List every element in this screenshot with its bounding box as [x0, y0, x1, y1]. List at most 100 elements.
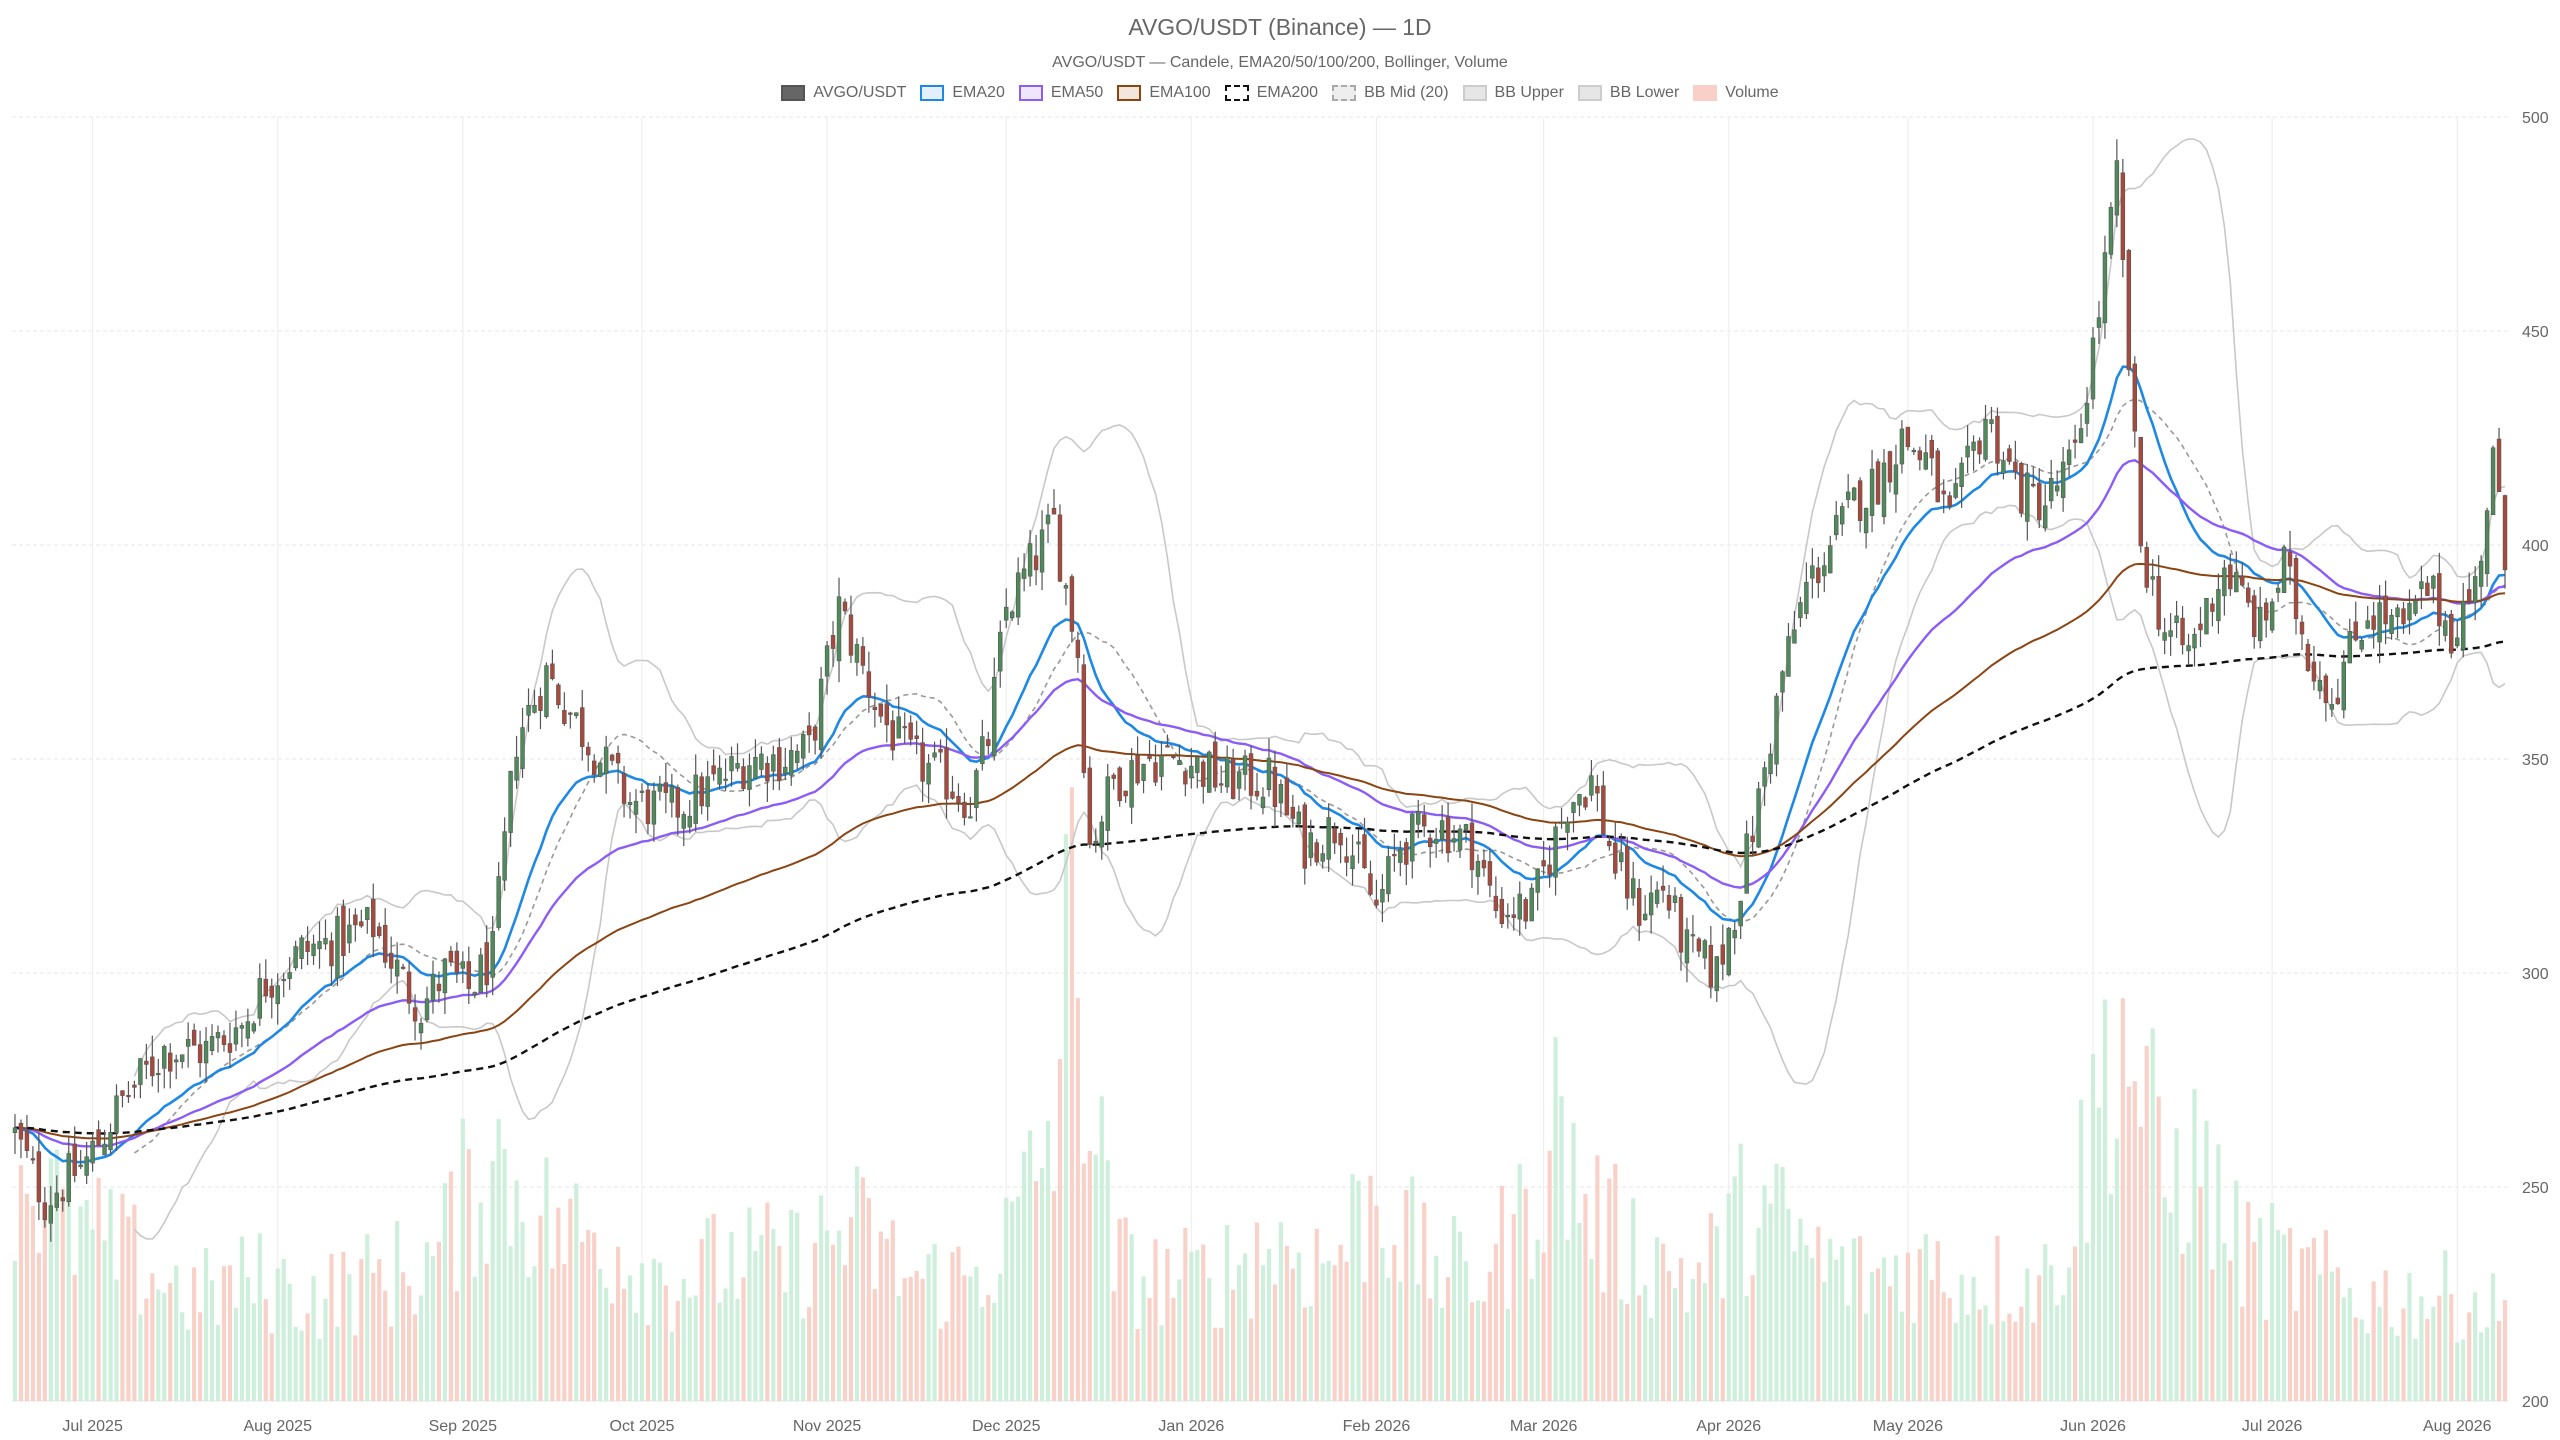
candle — [156, 1058, 161, 1093]
volume-bar — [1207, 1278, 1212, 1401]
candle-body — [144, 1060, 149, 1065]
volume-bar — [1595, 1155, 1600, 1401]
volume-bar — [412, 1314, 418, 1401]
volume-bar — [1732, 1176, 1737, 1401]
candle-body — [621, 773, 627, 804]
volume-bar — [2455, 1342, 2460, 1401]
volume-bar — [1649, 1317, 1654, 1401]
ema20-line — [14, 365, 2506, 1164]
volume-bar — [2413, 1338, 2418, 1401]
candle-body — [1302, 804, 1307, 869]
volume-bar — [156, 1289, 161, 1401]
candle-body — [1117, 767, 1122, 802]
candle-body — [227, 1043, 233, 1053]
candle-body — [1947, 495, 1952, 507]
candle — [1690, 915, 1696, 953]
volume-bar — [442, 1183, 448, 1401]
candle-body — [341, 905, 346, 956]
candle — [1607, 836, 1612, 851]
legend-item-ema50[interactable]: EMA50 — [1018, 84, 1103, 102]
candle-body — [2204, 597, 2209, 635]
volume-bar — [848, 1217, 854, 1401]
candle — [800, 730, 806, 771]
legend-label: BB Lower — [1609, 84, 1680, 101]
candle — [568, 711, 573, 729]
volume-bar — [1380, 1247, 1385, 1401]
candle-body — [1768, 753, 1773, 775]
candle-body — [2144, 547, 2149, 588]
legend-item-ema100[interactable]: EMA100 — [1117, 84, 1211, 102]
candle — [251, 1021, 257, 1034]
candle-body — [490, 931, 495, 978]
x-tick-label: Jun 2026 — [2060, 1418, 2126, 1435]
volume-bar — [1517, 1164, 1522, 1401]
candle-body — [1941, 490, 1946, 495]
volume-bar — [1559, 1096, 1564, 1401]
candle — [1332, 822, 1337, 854]
candle-body — [878, 703, 884, 717]
volume-bar — [938, 1328, 943, 1401]
candle — [2329, 688, 2335, 717]
candle-body — [1714, 956, 1720, 992]
volume-bar — [36, 1252, 41, 1401]
volume-bar — [2449, 1294, 2454, 1401]
candle — [1714, 955, 1720, 1002]
candle — [1744, 820, 1749, 894]
candle — [711, 749, 716, 781]
volume-bar — [1995, 1235, 2000, 1401]
legend-label: EMA100 — [1149, 84, 1211, 101]
candle — [1386, 846, 1391, 902]
volume-bar — [765, 1202, 770, 1401]
candle-body — [526, 704, 531, 716]
volume-bar — [1302, 1307, 1307, 1401]
candle — [1822, 552, 1827, 593]
candle-body — [1845, 491, 1851, 500]
candle — [603, 735, 609, 794]
volume-bar — [1786, 1209, 1791, 1401]
candle — [1571, 801, 1576, 833]
volume-bar — [1165, 1249, 1170, 1401]
volume-bar — [1834, 1259, 1839, 1401]
candle-body — [2347, 631, 2352, 664]
candle — [1648, 875, 1654, 934]
legend-item-ema20[interactable]: EMA20 — [920, 84, 1005, 102]
volume-bar — [1547, 1150, 1552, 1401]
candle-body — [1983, 418, 1988, 460]
volume-bar — [1768, 1203, 1773, 1401]
legend-item-bb-upper[interactable]: BB Upper — [1462, 84, 1564, 102]
candle-body — [1696, 938, 1702, 952]
candle — [2204, 597, 2209, 635]
candle — [1893, 444, 1899, 513]
legend-item-bb-mid-20[interactable]: BB Mid (20) — [1332, 84, 1449, 102]
candle — [675, 784, 681, 836]
candle-body — [2078, 428, 2084, 444]
legend-item-volume[interactable]: Volume — [1693, 84, 1779, 102]
volume-bar — [2144, 1046, 2149, 1401]
candle-body — [580, 707, 585, 747]
candle-body — [675, 787, 681, 818]
candle-body — [1744, 833, 1749, 894]
candle — [1481, 849, 1487, 877]
candle-body — [96, 1129, 101, 1146]
legend-item-ema200[interactable]: EMA200 — [1224, 84, 1318, 102]
candle — [633, 789, 639, 834]
candle — [2335, 678, 2341, 705]
candle-body — [1666, 895, 1672, 911]
candle-body — [1690, 934, 1696, 937]
candle-body — [1720, 944, 1725, 965]
x-tick-label: Dec 2025 — [972, 1418, 1041, 1435]
candle — [1380, 874, 1385, 923]
volume-bar — [2150, 1028, 2155, 1401]
volume-bar — [598, 1268, 603, 1401]
candle — [1989, 406, 1994, 433]
legend-item-bb-lower[interactable]: BB Lower — [1577, 84, 1680, 102]
candle — [723, 758, 728, 792]
candle-body — [2162, 632, 2167, 641]
candle — [974, 768, 979, 822]
volume-bar — [1457, 1231, 1463, 1401]
legend-item-avgo-usdt[interactable]: AVGO/USDT — [781, 84, 906, 102]
candle — [1242, 749, 1248, 791]
candle-body — [2013, 461, 2018, 473]
volume-bar — [586, 1230, 591, 1401]
candle — [1696, 936, 1702, 958]
